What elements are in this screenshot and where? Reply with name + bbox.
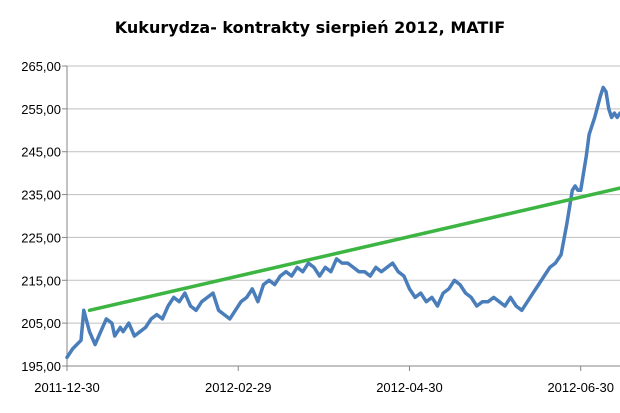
y-tick-labels: 265,00 255,00 245,00 235,00 225,00 215,00 205,… (21, 59, 61, 374)
y-tick-label: 245,00 (21, 145, 61, 160)
chart-title: Kukurydza- kontrakty sierpień 2012, MATI… (114, 18, 506, 37)
y-tick-label: 205,00 (21, 316, 61, 331)
x-tick-label: 2011-12-30 (34, 380, 100, 395)
x-tick-label: 2012-02-29 (205, 380, 272, 395)
price-series-line (65, 85, 620, 360)
y-tick-label: 235,00 (21, 188, 61, 203)
trend-series-line (87, 186, 620, 313)
series-group (65, 85, 620, 360)
x-tick-labels: 2011-12-30 2012-02-29 2012-04-30 2012-06-30 (34, 380, 614, 395)
y-tick-label: 225,00 (21, 230, 61, 245)
y-tick-label: 255,00 (21, 102, 61, 117)
x-tick-label: 2012-06-30 (547, 380, 614, 395)
y-tick-label: 195,00 (21, 359, 61, 374)
y-tick-label: 215,00 (21, 273, 61, 288)
axes (62, 65, 620, 371)
y-tick-label: 265,00 (21, 59, 61, 74)
x-tick-label: 2012-04-30 (376, 380, 443, 395)
